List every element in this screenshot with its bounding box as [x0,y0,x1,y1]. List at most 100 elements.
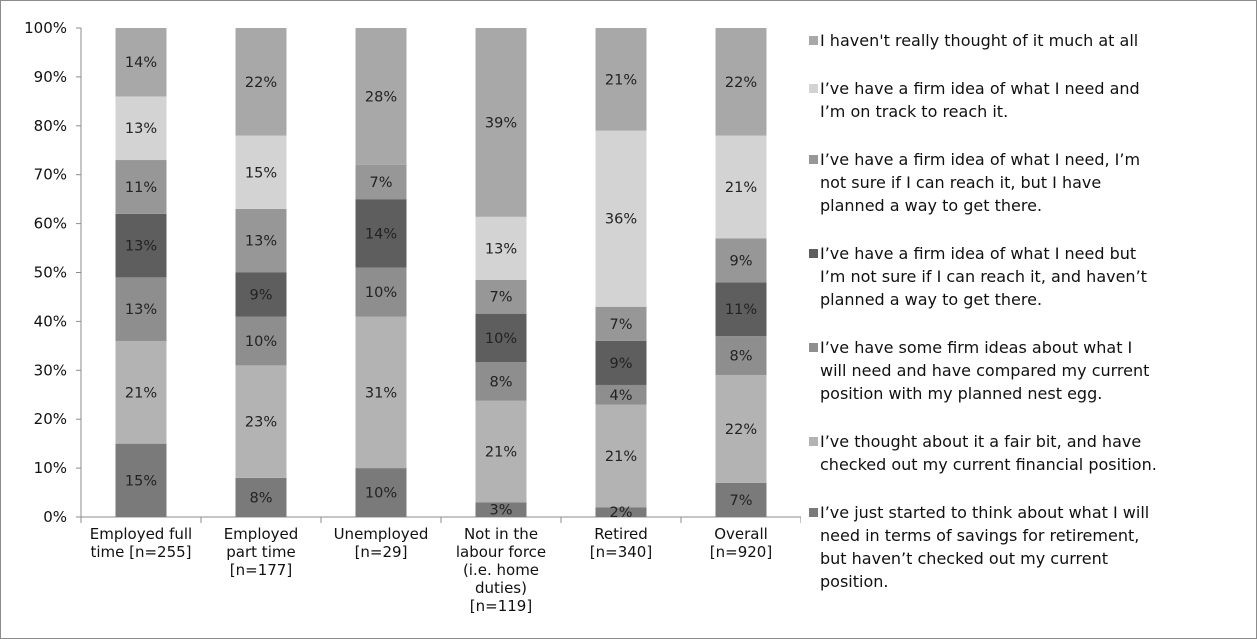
bar-segment [115,28,167,97]
bar-segment [715,135,767,239]
bar-segment [355,28,407,165]
x-category-label-line: [n=29] [355,543,408,561]
x-category-label-line: Employed [224,525,299,543]
legend-label: I’ve just started to think about what I … [820,501,1240,593]
data-label: 21% [725,180,757,196]
x-category-label-line: [n=119] [470,597,532,615]
legend-label-line: will need and have compared my current [820,361,1150,380]
y-tick-label: 50% [34,264,67,282]
data-label: 8% [249,490,272,506]
legend-label: I’ve have a firm idea of what I need, I’… [820,148,1240,217]
bar-segments [115,28,767,517]
legend-label-line: I’ve have a firm idea of what I need and [820,79,1140,98]
data-label: 22% [245,75,277,91]
legend-swatch [809,437,818,446]
data-label: 10% [365,486,397,502]
bar-segment [595,404,647,508]
bar-segment [475,502,527,517]
legend-label-line: I’m not sure if I can reach it, and have… [820,267,1147,286]
data-label: 15% [245,165,277,181]
data-label: 23% [245,415,277,431]
data-label: 7% [729,493,752,509]
legend-label-line: I’ve have a firm idea of what I need, I’… [820,150,1141,169]
x-category-label-line: Overall [714,525,768,543]
bar-segment [475,279,527,314]
bar-segment [595,130,647,307]
data-label: 10% [245,334,277,350]
legend-label-line: checked out my current financial positio… [820,455,1157,474]
legend-label-line: not sure if I can reach it, but I have [820,173,1102,192]
legend-label: I haven't really thought of it much at a… [820,29,1240,52]
data-label: 13% [485,241,517,257]
data-label: 4% [609,388,632,404]
x-category-label: Employed full time [n=255] [90,525,192,561]
bar-segment [115,443,167,517]
legend-label: I’ve thought about it a fair bit, and ha… [820,430,1240,476]
bar-segment [715,375,767,483]
bar-segment [115,340,167,444]
bar-segment [235,477,287,517]
data-label: 13% [125,239,157,255]
data-label: 13% [125,302,157,318]
x-category-label-line: (i.e. home [463,561,539,579]
bar-segment [595,28,647,131]
x-category-label-line: [n=340] [590,543,652,561]
bar-segment [115,160,167,214]
x-category-label: Employed part time [n=177] [224,525,299,579]
legend-swatch [809,508,818,517]
bar-segment [355,267,407,317]
data-label: 3% [489,503,512,519]
legend-label-line: I’ve just started to think about what I … [820,503,1150,522]
x-category-label-line: [n=177] [230,561,292,579]
data-label: 9% [249,288,272,304]
data-label: 21% [485,445,517,461]
x-category-label-line: duties) [475,579,527,597]
bar-segment [715,336,767,376]
data-label: 22% [725,422,757,438]
bar-segment [475,313,527,363]
x-category-label-line: part time [226,543,295,561]
legend-label-line: planned a way to get there. [820,290,1043,309]
legend-label: I’ve have a firm idea of what I need but… [820,242,1240,311]
data-label: 21% [125,385,157,401]
data-label: 2% [609,505,632,521]
stacked-bar-chart: 0%10%20%30%40%50%60%70%80%90%100%15%21%1… [24,19,801,615]
data-label: 8% [489,374,512,390]
x-category-label: Unemployed [n=29] [334,525,429,561]
legend-label-line: I’m on track to reach it. [820,102,1009,121]
bar-segment [715,482,767,517]
bar-segment [235,316,287,366]
data-label: 36% [605,212,637,228]
bar-segment [355,316,407,469]
bar-segment [715,282,767,337]
y-tick-label: 80% [34,117,67,135]
data-label: 31% [365,385,397,401]
legend-label-line: position. [820,572,889,591]
legend-swatch [809,84,818,93]
bar-segment [115,277,167,341]
bar-segment [115,96,167,161]
bar-segment [235,365,287,478]
bar-segment [355,199,407,268]
y-tick-label: 40% [34,312,67,330]
legend-label-line: I haven't really thought of it much at a… [820,31,1139,50]
bar-segment [235,135,287,209]
data-label: 9% [609,356,632,372]
bar-segment [115,213,167,278]
data-label: 9% [729,253,752,269]
y-tick-label: 100% [24,19,67,37]
data-label: 7% [609,317,632,333]
bar-segment [355,468,407,517]
x-category-label: Retired [n=340] [590,525,652,561]
data-label: 22% [725,75,757,91]
bar-segment [355,164,407,200]
y-tick-label: 0% [43,508,67,526]
legend-swatch [809,155,818,164]
y-tick-label: 20% [34,410,67,428]
legend-label-line: I’ve have some firm ideas about what I [820,338,1133,357]
data-label: 13% [125,121,157,137]
bar-segment [475,28,527,217]
y-tick-label: 30% [34,361,67,379]
data-label: 7% [369,175,392,191]
legend-label: I’ve have some firm ideas about what I wi… [820,336,1240,405]
